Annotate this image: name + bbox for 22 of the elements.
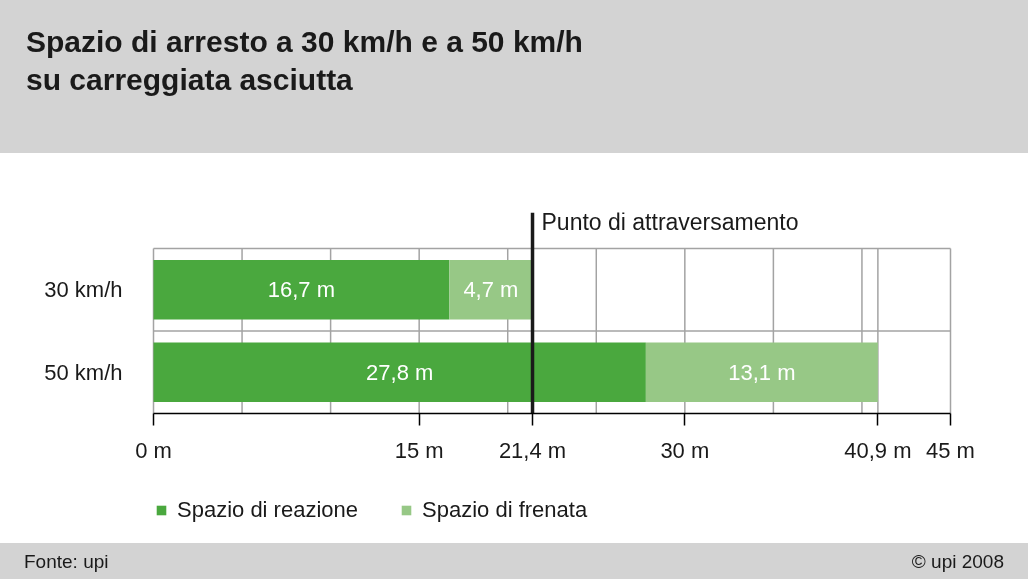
bar <box>645 342 878 402</box>
bar <box>153 260 450 320</box>
x-tick-label: 15 m <box>394 437 444 463</box>
x-tick-label: 30 m <box>660 437 710 463</box>
y-tick-label: 50 km/h <box>44 359 123 385</box>
legend-label: Spazio di reazione <box>177 497 359 523</box>
y-tick-label: 30 km/h <box>44 277 123 303</box>
data-label: 13,1 m <box>728 359 796 385</box>
text: © upi 2008 <box>911 550 1004 574</box>
source-note: Fonte: upi <box>24 550 109 574</box>
x-tick-label: 45 m <box>926 437 975 463</box>
chart-title: Spazio di arresto a 30 km/h e a 50 km/h su carreggiata asciutta <box>26 24 583 98</box>
data-label: 16,7 m <box>267 277 336 303</box>
x-tick-label: 40,9 m <box>844 437 912 463</box>
legend-label: Spazio di frenata <box>422 497 588 523</box>
bar <box>449 260 533 320</box>
x-tick-label: 21,4 m <box>498 437 567 463</box>
ref-line-label: Punto di attraversamento <box>541 208 799 235</box>
data-label: 27,8 m <box>366 359 434 385</box>
x-tick-label: 0 m <box>135 437 172 463</box>
data-label: 4,7 m <box>463 277 519 303</box>
bar <box>153 342 646 402</box>
